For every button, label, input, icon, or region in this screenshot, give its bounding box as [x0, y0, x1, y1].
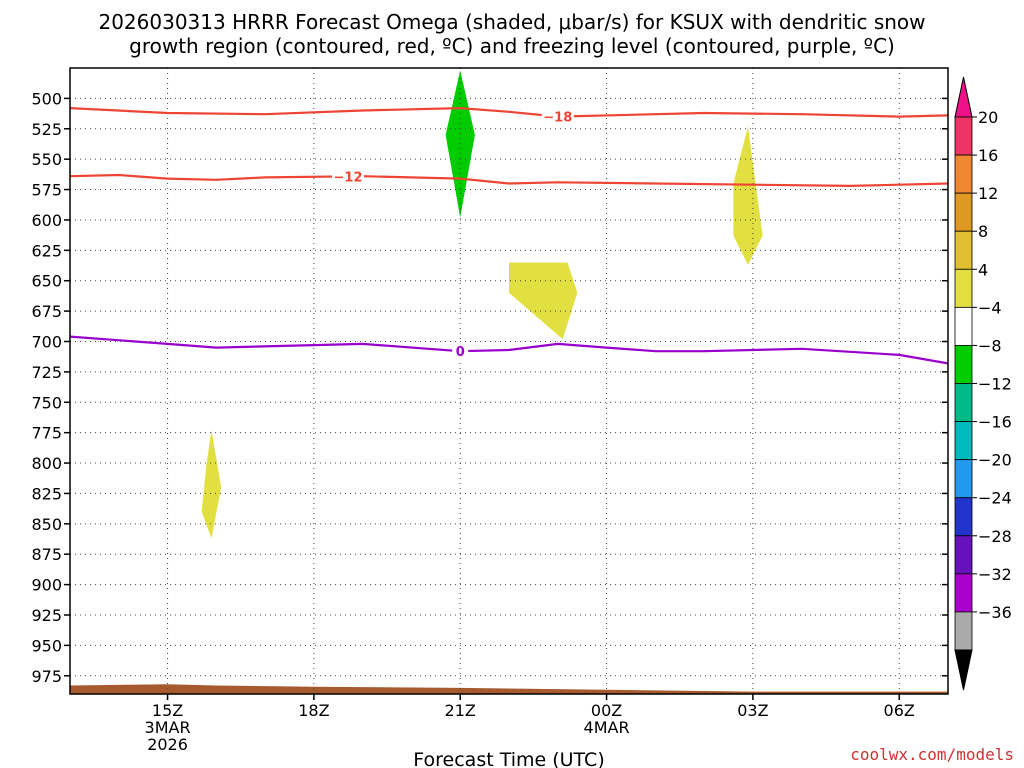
colorbar-segment: [954, 230, 973, 270]
colorbar-segment: [954, 421, 973, 461]
y-tick-label: 600: [31, 211, 62, 230]
isotherm-label: −18: [543, 111, 572, 126]
isotherm-line: [70, 335, 948, 365]
colorbar-segment: [954, 611, 973, 651]
colorbar-segment: [954, 345, 973, 384]
colorbar-segment: [954, 192, 973, 232]
colorbar-segment: [954, 116, 973, 156]
y-tick-label: 525: [31, 120, 62, 139]
y-tick-label: 700: [31, 332, 62, 351]
y-tick-label: 925: [31, 606, 62, 625]
y-tick-label: 775: [31, 424, 62, 443]
y-tick-label: 975: [31, 667, 62, 686]
y-tick-label: 950: [31, 636, 62, 655]
chart-title-line1: 2026030313 HRRR Forecast Omega (shaded, …: [98, 10, 925, 34]
isotherm-line: [70, 106, 948, 118]
terrain-fill: [70, 684, 948, 694]
colorbar-tick-label: −4: [978, 298, 1002, 317]
omega-region-2: [733, 126, 763, 265]
y-tick-label: 650: [31, 272, 62, 291]
y-tick-label: 550: [31, 150, 62, 169]
x-tick-label: 4MAR: [584, 718, 630, 737]
omega-region-3: [509, 262, 578, 340]
y-tick-label: 575: [31, 181, 62, 200]
x-tick-label: 00Z: [591, 701, 622, 720]
colorbar-segment: [954, 306, 973, 346]
omega-region-4: [201, 430, 222, 539]
y-tick-label: 900: [31, 576, 62, 595]
x-tick-label: 18Z: [298, 701, 329, 720]
colorbar-tick-label: −8: [978, 336, 1002, 355]
isotherm-label: −12: [334, 170, 363, 185]
colorbar-segment: [954, 535, 973, 575]
isotherm-label-bg: [541, 108, 574, 125]
colorbar-segment: [954, 154, 973, 194]
isotherm-label-bg: [452, 343, 469, 360]
colorbar-tick-label: 12: [978, 184, 998, 203]
plot-frame: [69, 67, 949, 695]
y-tick-label: 875: [31, 545, 62, 564]
colorbar-segment: [954, 573, 973, 613]
isotherm-line: [70, 173, 948, 188]
chart-title-line2: growth region (contoured, red, ºC) and f…: [129, 34, 895, 58]
colorbar-tick-label: −28: [978, 527, 1012, 546]
x-tick-label: 06Z: [884, 701, 915, 720]
colorbar: 20 16 12 8 4 −4 −8 −12 −16 −20 −24 −28 −32 −36: [954, 76, 1012, 691]
colorbar-tick-label: 8: [978, 222, 988, 241]
colorbar-tick-label: 20: [978, 108, 998, 127]
colorbar-tick-label: −36: [978, 603, 1012, 622]
colorbar-segment: [954, 383, 973, 422]
credit-text: coolwx.com/models: [850, 745, 1014, 764]
isotherm-label-bg: [332, 168, 365, 185]
plot-area: −18 −12 0: [70, 68, 948, 694]
y-tick-label: 825: [31, 484, 62, 503]
colorbar-top-arrow: [954, 76, 973, 118]
y-tick-label: 625: [31, 241, 62, 260]
colorbar-segment: [954, 497, 973, 537]
axes: 500 525 550 575 600 625 650 675 700 725 750 775 800 8…: [31, 67, 949, 754]
x-tick-label: 3MAR: [145, 718, 191, 737]
colorbar-tick-label: −32: [978, 565, 1012, 584]
y-tick-label: 500: [31, 89, 62, 108]
x-tick-label: 21Z: [445, 701, 476, 720]
colorbar-tick-label: −20: [978, 451, 1012, 470]
isotherm-label: 0: [456, 345, 465, 360]
y-tick-label: 675: [31, 302, 62, 321]
y-tick-label: 725: [31, 363, 62, 382]
colorbar-tick-label: −12: [978, 375, 1012, 394]
y-tick-label: 750: [31, 393, 62, 412]
x-tick-label: 03Z: [737, 701, 768, 720]
colorbar-tick-label: −24: [978, 489, 1012, 508]
colorbar-tick-label: 4: [978, 260, 988, 279]
colorbar-bottom-arrow: [954, 649, 973, 691]
colorbar-segment: [954, 459, 973, 499]
y-tick-label: 850: [31, 515, 62, 534]
colorbar-tick-label: −16: [978, 413, 1012, 432]
colorbar-tick-label: 16: [978, 146, 998, 165]
x-tick-label: 15Z: [152, 701, 183, 720]
y-tick-label: 800: [31, 454, 62, 473]
x-axis-label: Forecast Time (UTC): [413, 749, 604, 768]
colorbar-segment: [954, 268, 973, 308]
x-tick-label: 2026: [147, 735, 188, 754]
